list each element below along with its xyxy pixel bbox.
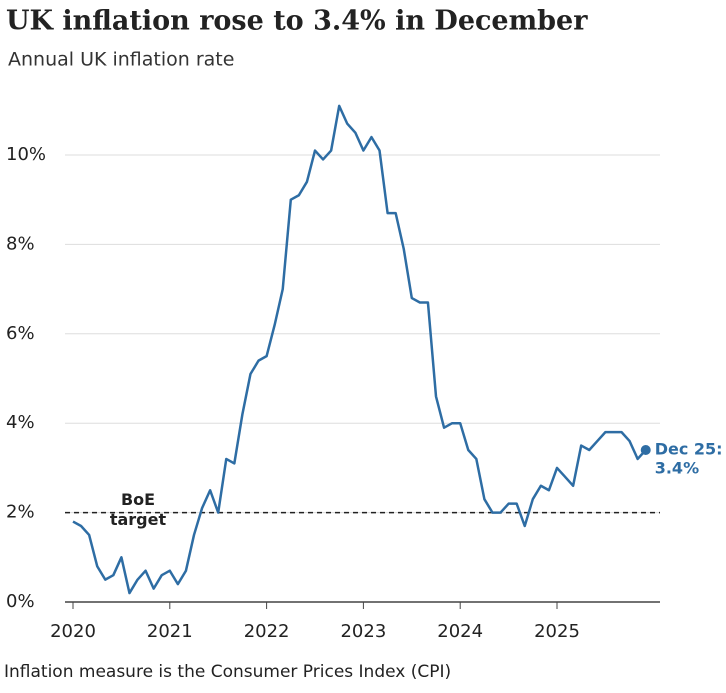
- line: [72, 104, 647, 595]
- y-tick-label: 6%: [6, 323, 35, 344]
- footnote: Inflation measure is the Consumer Prices…: [4, 662, 451, 682]
- y-tick-label: 4%: [6, 412, 35, 433]
- chart-subtitle: Annual UK inflation rate: [8, 49, 234, 71]
- reference-label: target: [110, 510, 167, 529]
- y-tick-label: 0%: [6, 591, 35, 612]
- x-tick-label: 2024: [437, 621, 483, 642]
- x-tick-label: 2020: [50, 621, 96, 642]
- x-tick-label: 2022: [244, 621, 290, 642]
- x-tick-label: 2023: [340, 621, 386, 642]
- chart-title: UK inflation rose to 3.4% in December: [6, 6, 588, 37]
- end-dot: [640, 445, 651, 456]
- x-tick-label: 2025: [534, 621, 580, 642]
- y-tick-label: 8%: [6, 233, 35, 254]
- x-tick-label: 2021: [147, 621, 193, 642]
- reference-label: BoE: [121, 490, 155, 509]
- y-tick-label: 10%: [6, 144, 46, 165]
- end-label: Dec 25:: [655, 440, 723, 459]
- end-label: 3.4%: [655, 459, 699, 478]
- y-tick-label: 2%: [6, 502, 35, 523]
